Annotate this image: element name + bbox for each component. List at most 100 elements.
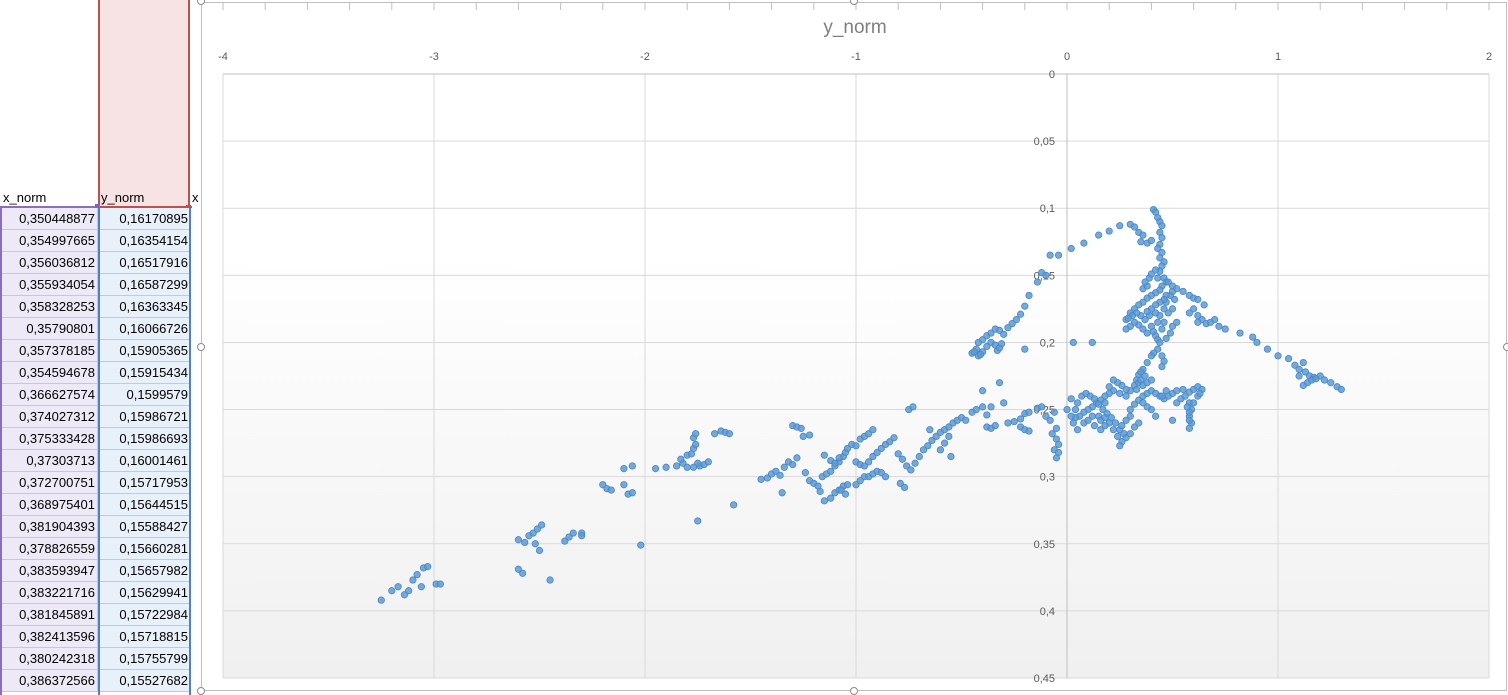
scatter-point — [1105, 227, 1113, 235]
scatter-point — [694, 517, 702, 525]
chart-resize-handle[interactable] — [197, 687, 205, 695]
scatter-point — [417, 583, 425, 591]
scatter-point — [900, 483, 909, 492]
cell-x-norm[interactable]: 0,356036812 — [0, 252, 98, 274]
chart-resize-handle[interactable] — [850, 0, 858, 5]
cell-y-norm[interactable]: 0,16170895 — [98, 208, 191, 230]
cell-y-norm[interactable]: 0,15629941 — [98, 582, 191, 604]
scatter-point — [1063, 405, 1071, 414]
cell-y-norm[interactable]: 0,16587299 — [98, 274, 191, 296]
cell-x-norm[interactable]: 0,383221716 — [0, 582, 98, 604]
scatter-point — [1147, 352, 1156, 360]
x-tick-label: -3 — [429, 51, 439, 63]
scatter-point — [620, 481, 628, 489]
scatter-point — [1139, 399, 1147, 407]
scatter-point — [1090, 422, 1099, 430]
scatter-point — [1052, 424, 1061, 432]
cell-y-norm[interactable]: 0,15660281 — [98, 538, 191, 560]
cell-y-norm[interactable]: 0,15905365 — [98, 340, 191, 362]
cell-x-norm[interactable]: 0,354997665 — [0, 230, 98, 252]
cell-x-norm[interactable]: 0,366627574 — [0, 384, 98, 406]
cell-y-norm[interactable]: 0,1599579 — [98, 384, 191, 406]
cell-y-norm[interactable]: 0,16363345 — [98, 296, 191, 318]
scatter-point — [1097, 426, 1105, 434]
scatter-point — [1154, 274, 1162, 282]
cell-x-norm[interactable]: 0,37303713 — [0, 450, 98, 472]
cell-x-norm[interactable]: 0,382413596 — [0, 626, 98, 648]
scatter-point — [801, 469, 809, 477]
scatter-point — [1137, 368, 1145, 376]
scatter-point — [869, 426, 877, 434]
scatter-point — [1114, 432, 1122, 440]
scatter-point — [730, 501, 738, 509]
cell-y-norm[interactable]: 0,15644515 — [98, 494, 191, 516]
header-col-c[interactable]: x — [192, 190, 199, 205]
scatter-point — [1162, 334, 1170, 343]
chart-title[interactable]: y_norm — [823, 17, 887, 38]
scatter-point — [1274, 352, 1282, 360]
cell-x-norm[interactable]: 0,381845891 — [0, 604, 98, 626]
cell-y-norm[interactable]: 0,16517916 — [98, 252, 191, 274]
scatter-point — [1122, 392, 1130, 400]
selected-column-header[interactable] — [98, 0, 190, 208]
scatter-point — [1016, 415, 1025, 423]
scatter-point — [413, 571, 421, 579]
scatter-point — [926, 426, 934, 434]
cell-y-norm[interactable]: 0,15588427 — [98, 516, 191, 538]
scatter-point — [1116, 222, 1124, 230]
selection-handle[interactable] — [186, 205, 191, 210]
range-handle-x[interactable] — [95, 204, 100, 209]
scatter-point — [1118, 422, 1126, 430]
cell-y-norm[interactable]: 0,15717953 — [98, 472, 191, 494]
cell-x-norm[interactable]: 0,357378185 — [0, 340, 98, 362]
scatter-point — [1295, 372, 1303, 380]
y-tick-label: 0,35 — [1034, 539, 1055, 551]
cell-x-norm[interactable]: 0,350448877 — [0, 208, 98, 230]
scatter-point — [1196, 389, 1204, 398]
scatter-point — [1116, 442, 1124, 450]
x-tick-label: 1 — [1275, 51, 1281, 63]
chart-resize-handle[interactable] — [197, 0, 205, 5]
cell-y-norm[interactable]: 0,16001461 — [98, 450, 191, 472]
selection-border — [98, 206, 192, 208]
cell-y-norm[interactable]: 0,15755799 — [98, 648, 191, 670]
cell-y-norm[interactable]: 0,15718815 — [98, 626, 191, 648]
cell-x-norm[interactable]: 0,375333428 — [0, 428, 98, 450]
chart-resize-handle[interactable] — [1503, 343, 1508, 351]
header-y-norm[interactable]: y_norm — [101, 190, 145, 205]
cell-y-norm[interactable]: 0,16066726 — [98, 318, 191, 340]
header-x-norm[interactable]: x_norm — [3, 190, 47, 205]
cell-x-norm[interactable]: 0,372700751 — [0, 472, 98, 494]
cell-x-norm[interactable]: 0,355934054 — [0, 274, 98, 296]
scatter-point — [394, 583, 402, 591]
scatter-point — [789, 460, 797, 469]
cell-y-norm[interactable]: 0,15657982 — [98, 560, 191, 582]
cell-y-norm[interactable]: 0,15915434 — [98, 362, 191, 384]
scatter-chart[interactable]: y_norm -4-3-2-101200,050,10,150,20,250,3… — [201, 2, 1507, 691]
cell-x-norm[interactable]: 0,383593947 — [0, 560, 98, 582]
scatter-point — [1067, 412, 1075, 420]
scatter-point — [519, 569, 527, 577]
scatter-point — [1312, 375, 1320, 383]
cell-x-norm[interactable]: 0,378826559 — [0, 538, 98, 560]
cell-x-norm[interactable]: 0,374027312 — [0, 406, 98, 428]
chart-resize-handle[interactable] — [850, 687, 858, 695]
cell-x-norm[interactable]: 0,380242318 — [0, 648, 98, 670]
scatter-point — [1010, 418, 1018, 426]
scatter-point — [881, 473, 890, 481]
cell-y-norm[interactable]: 0,15986693 — [98, 428, 191, 450]
cell-y-norm[interactable]: 0,16354154 — [98, 230, 191, 252]
scatter-point — [1185, 424, 1193, 432]
cell-x-norm[interactable]: 0,381904393 — [0, 516, 98, 538]
cell-y-norm[interactable]: 0,15986721 — [98, 406, 191, 428]
cell-x-norm[interactable]: 0,368975401 — [0, 494, 98, 516]
cell-x-norm[interactable]: 0,354594678 — [0, 362, 98, 384]
cell-y-norm[interactable]: 0,15722984 — [98, 604, 191, 626]
cell-x-norm[interactable]: 0,386372566 — [0, 670, 98, 692]
scatter-point — [1101, 399, 1109, 407]
chart-resize-handle[interactable] — [197, 343, 205, 351]
cell-x-norm[interactable]: 0,358328253 — [0, 296, 98, 318]
scatter-point — [1033, 278, 1042, 286]
cell-y-norm[interactable]: 0,15527682 — [98, 670, 191, 692]
cell-x-norm[interactable]: 0,35790801 — [0, 318, 98, 340]
